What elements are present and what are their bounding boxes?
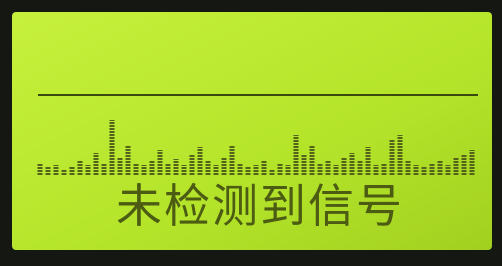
page: 未检测到信号 (() => { const data = JSON.parse(… bbox=[0, 0, 502, 266]
status-message: 未检测到信号 bbox=[116, 179, 404, 233]
lcd-photo: 未检测到信号 bbox=[0, 0, 502, 266]
